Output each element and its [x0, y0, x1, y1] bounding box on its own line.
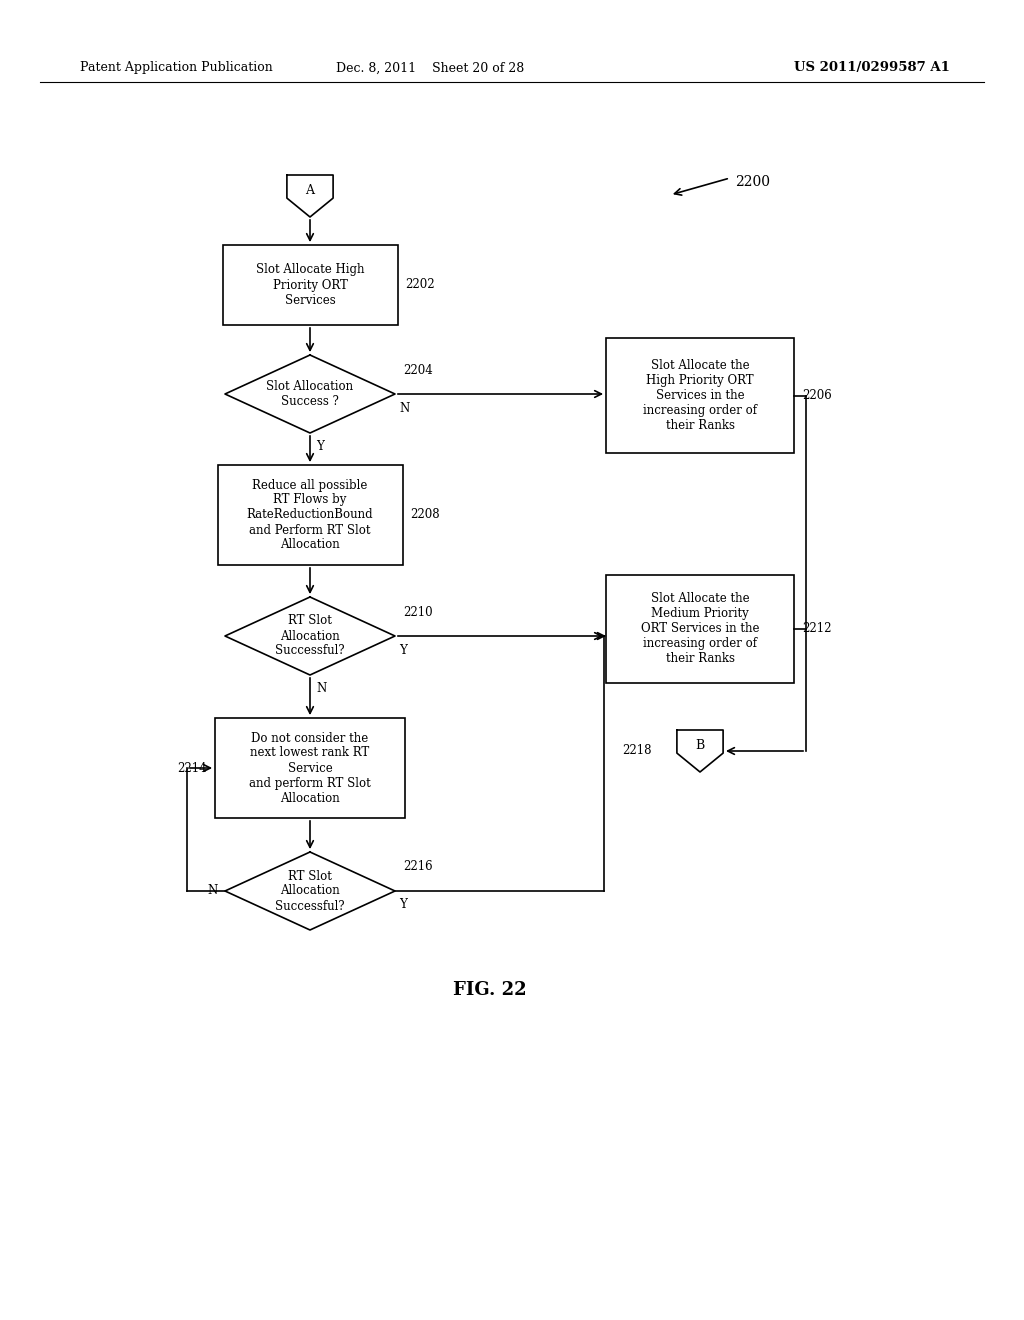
Text: Reduce all possible
RT Flows by
RateReductionBound
and Perform RT Slot
Allocatio: Reduce all possible RT Flows by RateRedu… [247, 479, 374, 552]
Text: RT Slot
Allocation
Successful?: RT Slot Allocation Successful? [275, 870, 345, 912]
Text: Slot Allocate High
Priority ORT
Services: Slot Allocate High Priority ORT Services [256, 264, 365, 306]
Text: 2200: 2200 [735, 176, 770, 189]
Polygon shape [677, 730, 723, 772]
Text: A: A [305, 185, 314, 198]
Text: Slot Allocate the
Medium Priority
ORT Services in the
increasing order of
their : Slot Allocate the Medium Priority ORT Se… [641, 593, 759, 665]
Text: FIG. 22: FIG. 22 [454, 981, 526, 999]
FancyBboxPatch shape [606, 576, 794, 682]
Text: Y: Y [399, 899, 407, 912]
Text: 2216: 2216 [403, 861, 432, 874]
Text: N: N [399, 401, 410, 414]
Text: Y: Y [399, 644, 407, 656]
FancyBboxPatch shape [222, 246, 397, 325]
Text: RT Slot
Allocation
Successful?: RT Slot Allocation Successful? [275, 615, 345, 657]
Text: Y: Y [316, 441, 324, 454]
Text: Dec. 8, 2011    Sheet 20 of 28: Dec. 8, 2011 Sheet 20 of 28 [336, 62, 524, 74]
FancyBboxPatch shape [606, 338, 794, 453]
Text: Patent Application Publication: Patent Application Publication [80, 62, 272, 74]
Polygon shape [287, 176, 333, 216]
Text: Do not consider the
next lowest rank RT
Service
and perform RT Slot
Allocation: Do not consider the next lowest rank RT … [249, 731, 371, 804]
Polygon shape [225, 597, 395, 675]
Text: 2206: 2206 [802, 389, 831, 403]
Text: 2202: 2202 [406, 279, 435, 292]
Polygon shape [225, 851, 395, 931]
Text: 2214: 2214 [177, 762, 207, 775]
Text: Slot Allocate the
High Priority ORT
Services in the
increasing order of
their Ra: Slot Allocate the High Priority ORT Serv… [643, 359, 757, 432]
Text: N: N [207, 884, 217, 898]
Text: 2218: 2218 [622, 744, 651, 758]
Text: N: N [316, 682, 327, 696]
Text: 2210: 2210 [403, 606, 432, 619]
Text: 2204: 2204 [403, 363, 433, 376]
Text: Slot Allocation
Success ?: Slot Allocation Success ? [266, 380, 353, 408]
Text: US 2011/0299587 A1: US 2011/0299587 A1 [795, 62, 950, 74]
Text: B: B [695, 739, 705, 752]
Text: 2208: 2208 [411, 508, 440, 521]
Polygon shape [225, 355, 395, 433]
Text: 2212: 2212 [802, 623, 831, 635]
FancyBboxPatch shape [215, 718, 406, 818]
FancyBboxPatch shape [217, 465, 402, 565]
